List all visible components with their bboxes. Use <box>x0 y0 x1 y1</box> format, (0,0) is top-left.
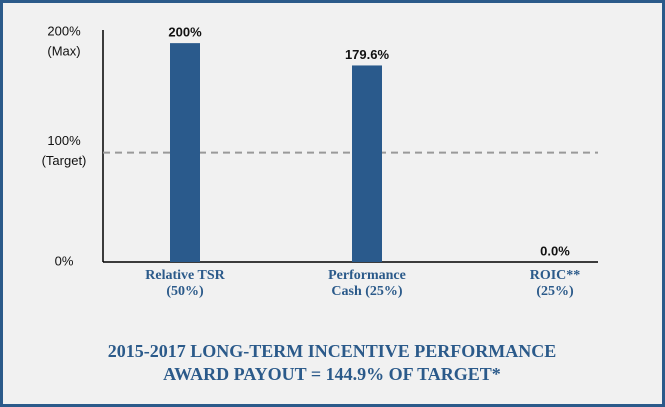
x-tick-label: ROIC** <box>530 268 581 283</box>
value-label: 179.6% <box>345 47 390 62</box>
y-tick-label: 0% <box>55 253 74 268</box>
chart-title: AWARD PAYOUT = 144.9% OF TARGET* <box>163 364 501 384</box>
x-tick-label: Cash (25%) <box>331 284 403 299</box>
x-tick-label: Relative TSR <box>145 268 225 283</box>
y-tick-label: 200% <box>47 24 81 39</box>
y-tick-label: 100% <box>47 133 81 148</box>
value-label: 200% <box>168 25 202 40</box>
tick-annotation: (Target) <box>42 153 87 168</box>
bar <box>170 43 200 262</box>
bar <box>352 65 382 262</box>
chart-title: 2015-2017 LONG-TERM INCENTIVE PERFORMANC… <box>108 341 557 361</box>
x-tick-label: (25%) <box>536 284 574 299</box>
tick-annotation: (Max) <box>47 44 80 59</box>
x-tick-label: Performance <box>328 268 406 283</box>
value-label: 0.0% <box>540 243 570 258</box>
x-tick-label: (50%) <box>166 284 204 299</box>
